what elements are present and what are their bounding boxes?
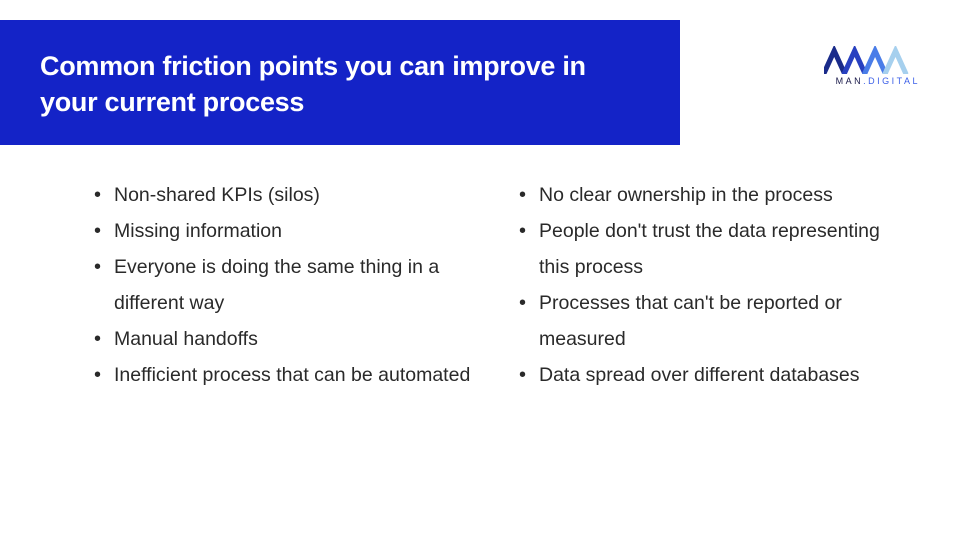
logo-mark-icon [824,46,920,74]
right-column: No clear ownership in the processPeople … [515,177,900,393]
left-list: Non-shared KPIs (silos)Missing informati… [90,177,475,393]
left-column: Non-shared KPIs (silos)Missing informati… [90,177,475,393]
list-item: Manual handoffs [90,321,475,357]
logo-brand-right: DIGITAL [868,76,920,86]
logo-brand-left: MAN [836,76,864,86]
list-item: Data spread over different databases [515,357,900,393]
list-item: No clear ownership in the process [515,177,900,213]
logo-text: MAN.DIGITAL [824,76,920,86]
brand-logo: MAN.DIGITAL [824,46,920,86]
list-item: People don't trust the data representing… [515,213,900,285]
list-item: Everyone is doing the same thing in a di… [90,249,475,321]
content-area: Non-shared KPIs (silos)Missing informati… [0,145,960,393]
list-item: Missing information [90,213,475,249]
page-title: Common friction points you can improve i… [40,48,640,121]
title-bar: Common friction points you can improve i… [0,20,680,145]
list-item: Inefficient process that can be automate… [90,357,475,393]
right-list: No clear ownership in the processPeople … [515,177,900,393]
list-item: Non-shared KPIs (silos) [90,177,475,213]
list-item: Processes that can't be reported or meas… [515,285,900,357]
